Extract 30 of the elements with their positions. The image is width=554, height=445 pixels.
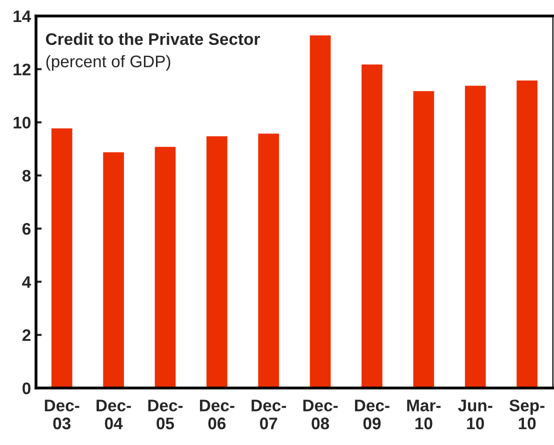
bar — [308, 34, 332, 388]
y-tick-label: 2 — [22, 329, 30, 341]
bar — [256, 132, 280, 388]
text: (percent of GDP) — [46, 55, 170, 71]
x-tick-label: Dec- 08 — [303, 400, 338, 430]
bar — [153, 146, 178, 388]
x-tick-label: Dec- 09 — [355, 400, 390, 430]
bar — [360, 63, 384, 388]
y-tick-label: 10 — [14, 116, 30, 129]
y-tick-label: 8 — [22, 170, 31, 182]
bar — [412, 90, 436, 388]
y-tick-label: 0 — [22, 382, 30, 394]
bar — [50, 126, 74, 388]
x-tick-label: Dec- 06 — [200, 400, 234, 430]
bar — [464, 84, 488, 388]
bar — [205, 134, 229, 388]
y-tick-label: 4 — [22, 276, 32, 288]
x-tick-label: Dec- 07 — [252, 400, 286, 430]
y-tick-label: 6 — [22, 223, 31, 235]
x-tick-label: Jun- 10 — [458, 400, 492, 430]
bar — [102, 150, 126, 388]
x-tick-label: Dec- 03 — [44, 400, 80, 430]
bar — [515, 79, 539, 388]
text: Credit to the Private Sector — [46, 32, 260, 46]
x-tick-label: Dec- 04 — [96, 400, 131, 430]
x-tick-label: Dec- 05 — [148, 400, 183, 430]
y-tick-label: 14 — [14, 10, 32, 22]
y-tick-label: 12 — [14, 64, 30, 76]
x-tick-label: Mar- 10 — [407, 400, 441, 430]
x-tick-label: Sep- 10 — [509, 400, 544, 430]
